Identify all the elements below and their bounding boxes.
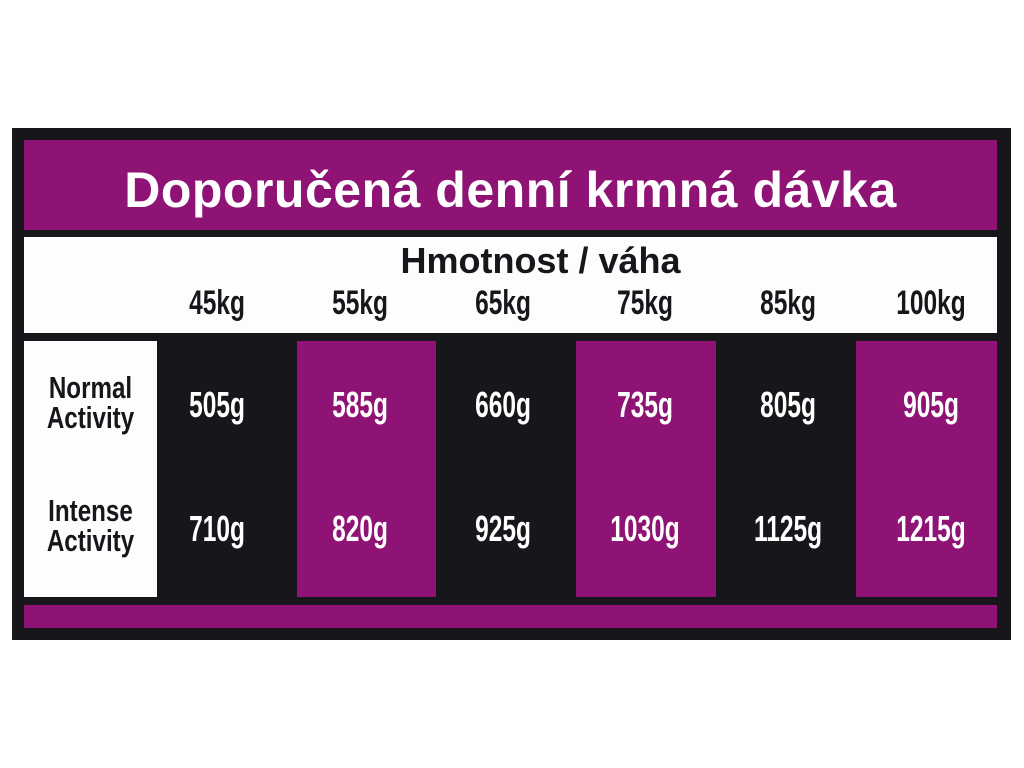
bottom-bar — [24, 605, 997, 628]
weight-header: 65kg — [475, 284, 531, 322]
row-label-normal: Normal Activity — [39, 370, 143, 435]
table-cell: 820g — [332, 508, 388, 549]
page-title: Doporučená denní krmná dávka — [124, 162, 897, 218]
table-cell: 1215g — [896, 508, 966, 549]
column-100kg — [856, 341, 997, 597]
table-cell: 585g — [332, 384, 388, 425]
column-85kg — [716, 341, 856, 597]
row-label-line: Activity — [46, 400, 135, 435]
column-75kg — [576, 341, 716, 597]
weight-header: 75kg — [617, 284, 673, 322]
table-cell: 710g — [189, 508, 245, 549]
header-band — [24, 237, 997, 333]
row-label-line: Activity — [46, 523, 135, 558]
table-cell: 660g — [475, 384, 531, 425]
weight-header: 100kg — [896, 284, 966, 322]
table-cell: 805g — [760, 384, 816, 425]
weight-header: 85kg — [760, 284, 816, 322]
weight-header: 55kg — [332, 284, 388, 322]
column-55kg — [297, 341, 437, 597]
column-45kg — [157, 341, 297, 597]
table-cell: 905g — [903, 384, 959, 425]
table-cell: 505g — [189, 384, 245, 425]
weight-header: 45kg — [189, 284, 245, 322]
weight-heading: Hmotnost / váha — [400, 240, 681, 281]
title-bar — [24, 140, 997, 230]
column-65kg — [436, 341, 576, 597]
table-cell: 925g — [475, 508, 531, 549]
table-cell: 1125g — [753, 508, 823, 549]
row-label-line: Intense — [48, 493, 133, 528]
table-cell: 735g — [617, 384, 673, 425]
table-cell: 1030g — [610, 508, 680, 549]
row-label-intense: Intense Activity — [39, 493, 143, 558]
row-label-cell — [24, 341, 157, 597]
row-label-line: Normal — [48, 370, 133, 405]
